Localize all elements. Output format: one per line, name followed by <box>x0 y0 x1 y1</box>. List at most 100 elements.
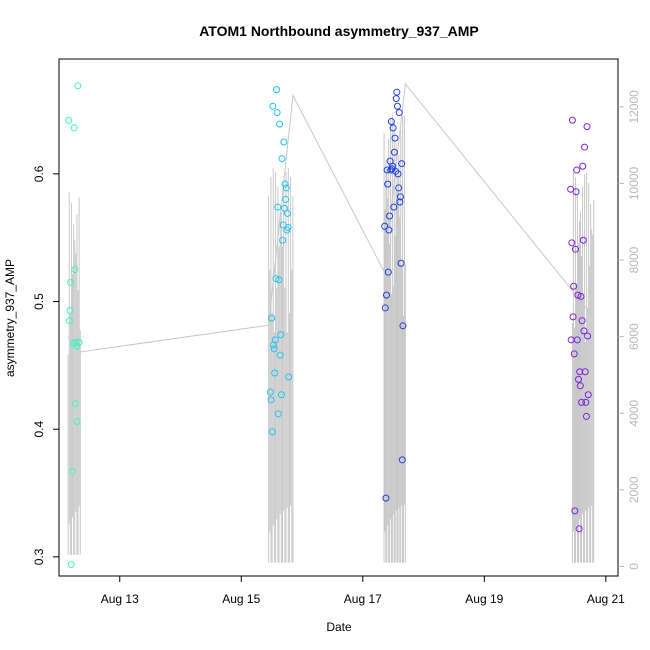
data-point <box>387 166 395 174</box>
data-point <box>568 239 576 247</box>
y-tick-label: 0.3 <box>32 548 46 565</box>
data-point <box>573 336 581 344</box>
data-point <box>384 268 392 276</box>
y-tick-label: 0.4 <box>32 421 46 438</box>
data-point <box>582 412 590 420</box>
data-point <box>276 351 284 359</box>
data-point <box>267 396 275 404</box>
data-point <box>274 410 282 418</box>
data-point <box>383 166 391 174</box>
data-point <box>65 116 73 124</box>
data-point <box>282 195 290 203</box>
data-point <box>285 373 293 381</box>
data-point <box>392 95 400 103</box>
data-point <box>576 368 584 376</box>
plot-frame <box>58 58 619 577</box>
data-point <box>391 134 399 142</box>
data-point <box>578 398 586 406</box>
x-tick-label: Aug 17 <box>344 592 382 606</box>
data-point <box>274 203 282 211</box>
data-point <box>280 138 288 146</box>
data-point <box>579 236 587 244</box>
y2-tick-label: 6000 <box>627 323 641 350</box>
data-point <box>570 282 578 290</box>
data-point <box>575 375 583 383</box>
data-point <box>394 170 402 178</box>
y-axis-label: asymmetry_937_AMP <box>3 259 17 377</box>
data-point <box>393 88 401 96</box>
data-point <box>390 148 398 156</box>
data-point <box>396 198 404 206</box>
data-point <box>273 109 281 117</box>
data-point <box>275 276 283 284</box>
x-tick-label: Aug 13 <box>101 592 139 606</box>
data-point <box>281 180 289 188</box>
data-point <box>396 193 404 201</box>
y-tick-label: 0.6 <box>32 165 46 182</box>
data-point <box>268 314 276 322</box>
data-point <box>387 118 395 126</box>
data-point <box>268 428 276 436</box>
data-point <box>284 224 292 232</box>
y2-tick-label: 8000 <box>627 246 641 273</box>
data-point <box>395 109 403 117</box>
data-point <box>270 345 278 353</box>
data-point <box>580 327 588 335</box>
data-point <box>271 369 279 377</box>
y2-tick-label: 12000 <box>627 90 641 124</box>
data-point <box>571 245 579 253</box>
y2-tick-label: 0 <box>627 563 641 570</box>
data-point <box>398 456 406 464</box>
data-point <box>65 317 73 325</box>
data-point <box>581 368 589 376</box>
data-point <box>279 236 287 244</box>
data-point <box>583 123 591 131</box>
data-point <box>381 304 389 312</box>
data-point <box>569 313 577 321</box>
data-point <box>397 259 405 267</box>
data-point <box>584 391 592 399</box>
data-point <box>278 155 286 163</box>
data-point <box>576 382 584 390</box>
data-point <box>73 418 81 426</box>
chart-title: ATOM1 Northbound asymmetry_937_AMP <box>199 23 479 39</box>
x-tick-label: Aug 19 <box>465 592 503 606</box>
data-point <box>579 162 587 170</box>
data-point <box>71 266 79 274</box>
y-tick-label: 0.5 <box>32 293 46 310</box>
data-point <box>393 102 401 110</box>
data-point <box>384 180 392 188</box>
y2-tick-label: 2000 <box>627 476 641 503</box>
data-point <box>572 188 580 196</box>
data-point <box>582 398 590 406</box>
data-point <box>271 336 279 344</box>
data-point <box>276 120 284 128</box>
data-point <box>382 494 390 502</box>
data-point <box>67 561 75 569</box>
data-points-layer <box>65 82 592 569</box>
secondary-y-axis: 0 2000 4000 6000 8000 10000 12000 <box>618 90 641 570</box>
data-point <box>67 278 75 286</box>
data-point <box>389 162 397 170</box>
data-point <box>568 116 576 124</box>
data-point <box>584 332 592 340</box>
data-point <box>71 400 79 408</box>
data-point <box>383 291 391 299</box>
data-point <box>282 184 290 192</box>
data-point <box>395 184 403 192</box>
data-point <box>66 306 74 314</box>
data-point <box>74 82 82 90</box>
data-point <box>567 185 575 193</box>
y2-tick-label: 10000 <box>627 166 641 200</box>
data-point <box>575 525 583 533</box>
data-point <box>578 317 586 325</box>
x-tick-label: Aug 15 <box>222 592 260 606</box>
background-trend-line <box>67 82 595 353</box>
data-point <box>280 204 288 212</box>
data-point <box>571 507 579 515</box>
data-point <box>573 166 581 174</box>
data-point <box>386 212 394 220</box>
data-point <box>273 86 281 94</box>
